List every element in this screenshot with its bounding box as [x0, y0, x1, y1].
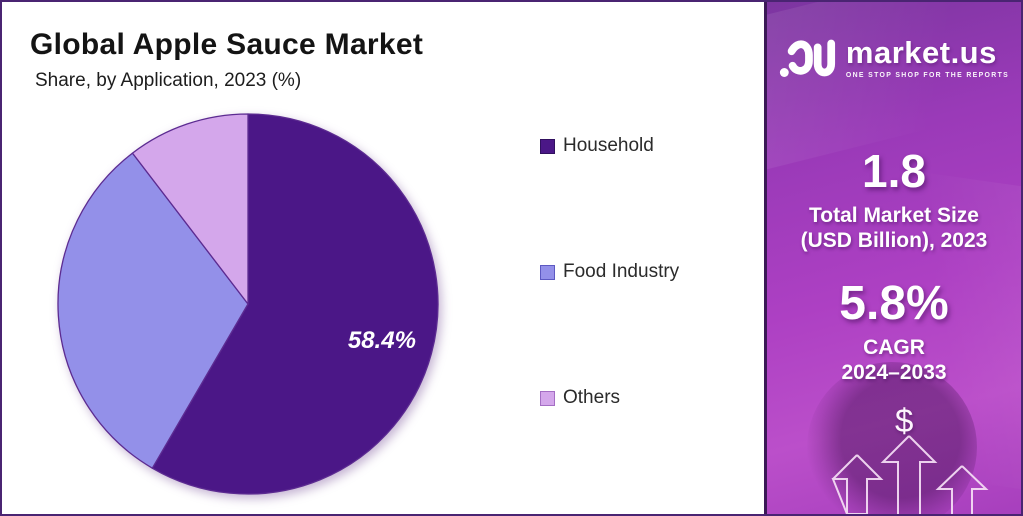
stat-market-size-label-line1: Total Market Size: [809, 204, 979, 227]
chart-legend: Household Food Industry Others: [540, 135, 679, 409]
legend-item-others: Others: [540, 387, 679, 409]
stat-cagr-label: CAGR 2024–2033: [767, 336, 1021, 386]
page-title: Global Apple Sauce Market: [30, 28, 424, 61]
brand-tagline: ONE STOP SHOP FOR THE REPORTS: [845, 72, 1010, 79]
legend-swatch-food-industry: [540, 264, 555, 280]
stat-market-size-value: 1.8: [862, 145, 926, 197]
brand-name: market.us: [845, 35, 997, 70]
legend-swatch-household: [540, 138, 555, 154]
dollar-icon: $: [895, 402, 914, 439]
pie-chart: 58.4%: [57, 113, 439, 495]
stat-cagr-value: 5.8%: [839, 277, 949, 330]
stat-market-size-label: Total Market Size (USD Billion), 2023: [767, 204, 1021, 254]
legend-item-household: Household: [540, 135, 679, 157]
legend-label: Household: [563, 135, 654, 156]
pie-slice-food-industry: [57, 152, 249, 469]
legend-item-food-industry: Food Industry: [540, 261, 679, 283]
pie-slice-household: [151, 113, 439, 495]
pie-slice-others: [131, 113, 249, 305]
stat-cagr-label-line1: CAGR: [863, 336, 925, 359]
brand-logo: market.us ONE STOP SHOP FOR THE REPORTS: [767, 32, 1021, 84]
brand-side-panel: market.us ONE STOP SHOP FOR THE REPORTS …: [764, 2, 1021, 514]
legend-label: Others: [563, 387, 621, 408]
legend-swatch-others: [540, 390, 555, 406]
market-us-logo-icon: [779, 39, 835, 77]
pie-data-label: 58.4%: [348, 327, 416, 354]
legend-label: Food Industry: [563, 261, 680, 282]
stat-cagr-label-line2: 2024–2033: [841, 360, 947, 384]
page-subtitle: Share, by Application, 2023 (%): [35, 70, 302, 91]
growth-arrows-icon: [831, 435, 989, 514]
stat-market-size-label-line2: (USD Billion), 2023: [800, 228, 988, 252]
